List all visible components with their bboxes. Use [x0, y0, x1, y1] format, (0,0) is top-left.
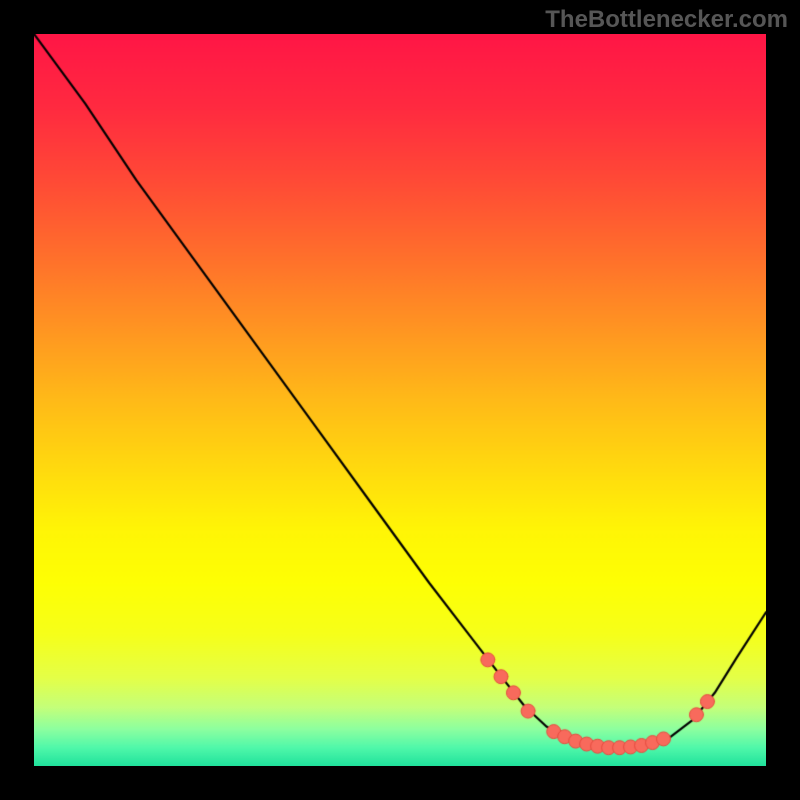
chart-container: TheBottlenecker.com	[0, 0, 800, 800]
curve-layer	[34, 34, 766, 766]
watermark-text: TheBottlenecker.com	[545, 6, 788, 34]
